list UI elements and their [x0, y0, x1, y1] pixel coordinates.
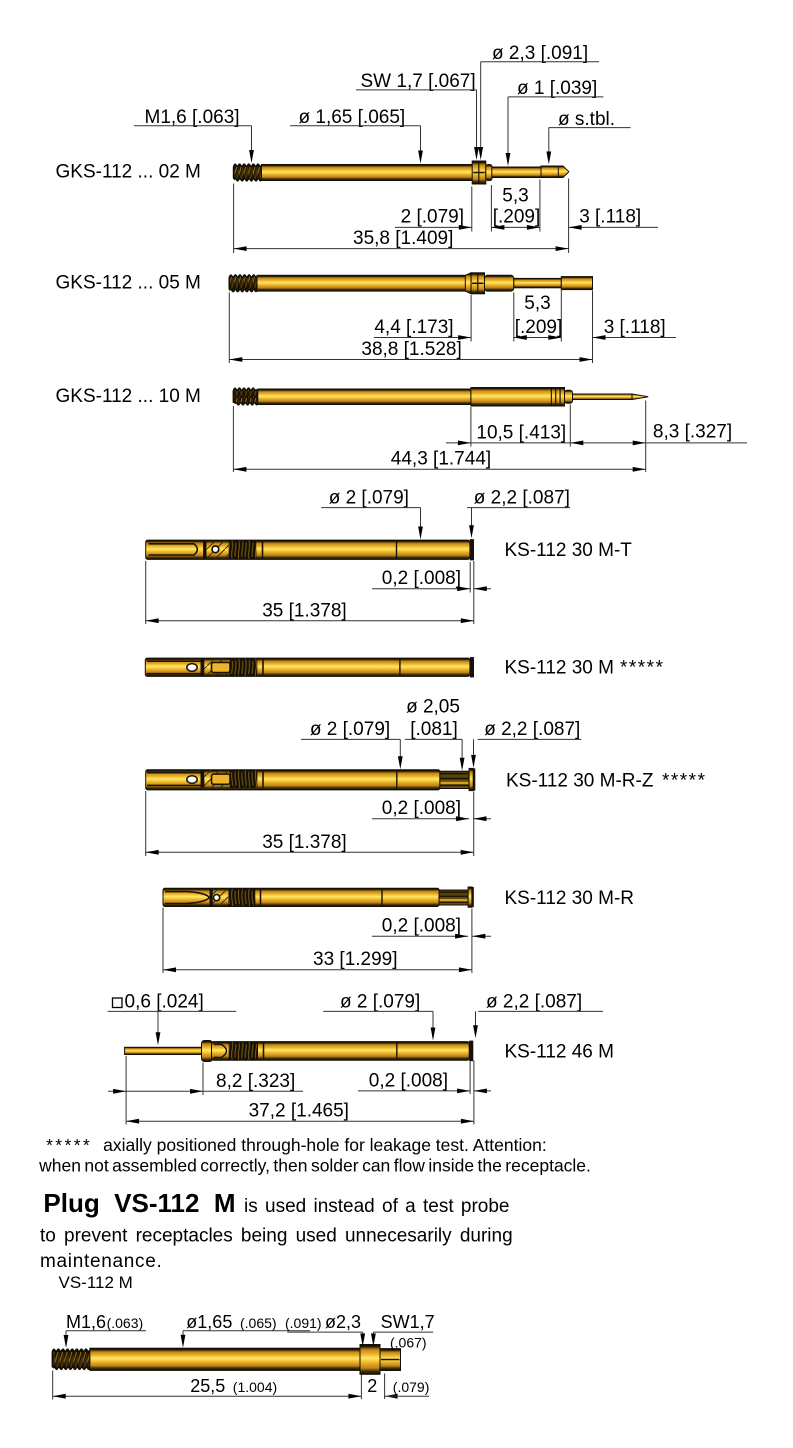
svg-text:2 [.079]: 2 [.079]: [401, 207, 464, 228]
svg-text:(.065): (.065): [240, 1315, 277, 1331]
svg-text:VS-112 M: VS-112 M: [59, 1273, 133, 1292]
svg-text:[.209]: [.209]: [493, 207, 541, 228]
svg-text:ø 2 [.079]: ø 2 [.079]: [340, 992, 420, 1013]
svg-text:ø 2,3 [.091]: ø 2,3 [.091]: [492, 43, 588, 64]
svg-text:KS-112 30 M-R-Z: KS-112 30 M-R-Z: [506, 770, 654, 791]
svg-text:37,2 [1.465]: 37,2 [1.465]: [249, 1100, 349, 1121]
svg-text:M1,6 [.063]: M1,6 [.063]: [145, 107, 240, 128]
svg-text:ø 2,2 [.087]: ø 2,2 [.087]: [484, 719, 580, 740]
svg-text:is used instead of a test prob: is used instead of a test probe: [244, 1196, 510, 1217]
svg-text:2: 2: [367, 1376, 377, 1396]
svg-text:[.081]: [.081]: [410, 719, 458, 740]
svg-text:5,3: 5,3: [524, 293, 550, 314]
svg-text:ø 2 [.079]: ø 2 [.079]: [329, 487, 409, 508]
svg-text:axially positioned through-hol: axially positioned through-hole for leak…: [103, 1135, 547, 1155]
svg-text:ø 1 [.039]: ø 1 [.039]: [517, 78, 597, 99]
svg-text:5,3: 5,3: [502, 186, 528, 207]
svg-text:SW1,7: SW1,7: [381, 1312, 435, 1332]
svg-text:0,2 [.008]: 0,2 [.008]: [382, 798, 461, 819]
svg-text:0,2 [.008]: 0,2 [.008]: [369, 1071, 448, 1092]
svg-text:ø2,3: ø2,3: [325, 1312, 361, 1332]
svg-text:35 [1.378]: 35 [1.378]: [262, 832, 347, 853]
svg-text:KS-112 30 M-R: KS-112 30 M-R: [505, 888, 635, 909]
svg-text:8,3 [.327]: 8,3 [.327]: [653, 421, 732, 442]
svg-text:44,3 [1.744]: 44,3 [1.744]: [391, 449, 491, 470]
svg-text:GKS-112 ... 10 M: GKS-112 ... 10 M: [56, 386, 201, 407]
svg-text:(.063): (.063): [107, 1315, 144, 1331]
svg-text:*****: *****: [662, 770, 706, 791]
svg-text:to prevent receptacles being u: to prevent receptacles being used unnece…: [40, 1226, 513, 1247]
svg-text:ø 1,65 [.065]: ø 1,65 [.065]: [299, 107, 406, 128]
svg-text:ø 2,2 [.087]: ø 2,2 [.087]: [486, 992, 582, 1013]
svg-text:35 [1.378]: 35 [1.378]: [262, 600, 347, 621]
svg-text:maintenance.: maintenance.: [40, 1251, 162, 1272]
svg-text:3 [.118]: 3 [.118]: [604, 317, 666, 338]
svg-text:KS-112 30 M-T: KS-112 30 M-T: [505, 540, 633, 561]
svg-text:(.091): (.091): [285, 1315, 322, 1331]
svg-text:0,2 [.008]: 0,2 [.008]: [382, 568, 461, 589]
svg-text:KS-112 30 M: KS-112 30 M: [505, 658, 614, 679]
svg-text:ø1,65: ø1,65: [186, 1312, 232, 1332]
svg-text:0,2 [.008]: 0,2 [.008]: [382, 915, 461, 936]
svg-text:(.067): (.067): [390, 1335, 427, 1351]
svg-text:ø 2,2 [.087]: ø 2,2 [.087]: [474, 487, 570, 508]
svg-text:(1.004): (1.004): [233, 1379, 277, 1395]
svg-text:10,5 [.413]: 10,5 [.413]: [476, 422, 566, 443]
svg-text:25,5: 25,5: [190, 1376, 225, 1396]
svg-text:M1,6: M1,6: [66, 1312, 106, 1332]
svg-text:(.079): (.079): [393, 1379, 430, 1395]
svg-text:3 [.118]: 3 [.118]: [579, 207, 641, 228]
svg-text:Plug VS-112 M: Plug VS-112 M: [43, 1188, 235, 1218]
svg-text:38,8 [1.528]: 38,8 [1.528]: [361, 339, 461, 360]
svg-text:*****: *****: [46, 1135, 92, 1155]
svg-text:SW 1,7 [.067]: SW 1,7 [.067]: [361, 71, 476, 92]
svg-text:GKS-112 ... 02 M: GKS-112 ... 02 M: [56, 162, 201, 183]
svg-text:GKS-112 ... 05 M: GKS-112 ... 05 M: [56, 273, 201, 294]
svg-text:8,2 [.323]: 8,2 [.323]: [216, 1071, 295, 1092]
svg-text:ø 2 [.079]: ø 2 [.079]: [310, 719, 390, 740]
svg-text:[.209]: [.209]: [515, 317, 563, 338]
svg-text:33 [1.299]: 33 [1.299]: [313, 949, 398, 970]
svg-text:35,8 [1.409]: 35,8 [1.409]: [353, 228, 453, 249]
svg-text:0,6 [.024]: 0,6 [.024]: [125, 992, 204, 1013]
svg-text:4,4 [.173]: 4,4 [.173]: [374, 317, 453, 338]
svg-text:KS-112 46 M: KS-112 46 M: [505, 1041, 614, 1062]
svg-text:*****: *****: [620, 658, 664, 679]
svg-text:ø s.tbl.: ø s.tbl.: [558, 109, 615, 130]
svg-text:when not assembled correctly,: when not assembled correctly, then solde…: [38, 1156, 591, 1176]
svg-text:ø 2,05: ø 2,05: [406, 697, 460, 718]
